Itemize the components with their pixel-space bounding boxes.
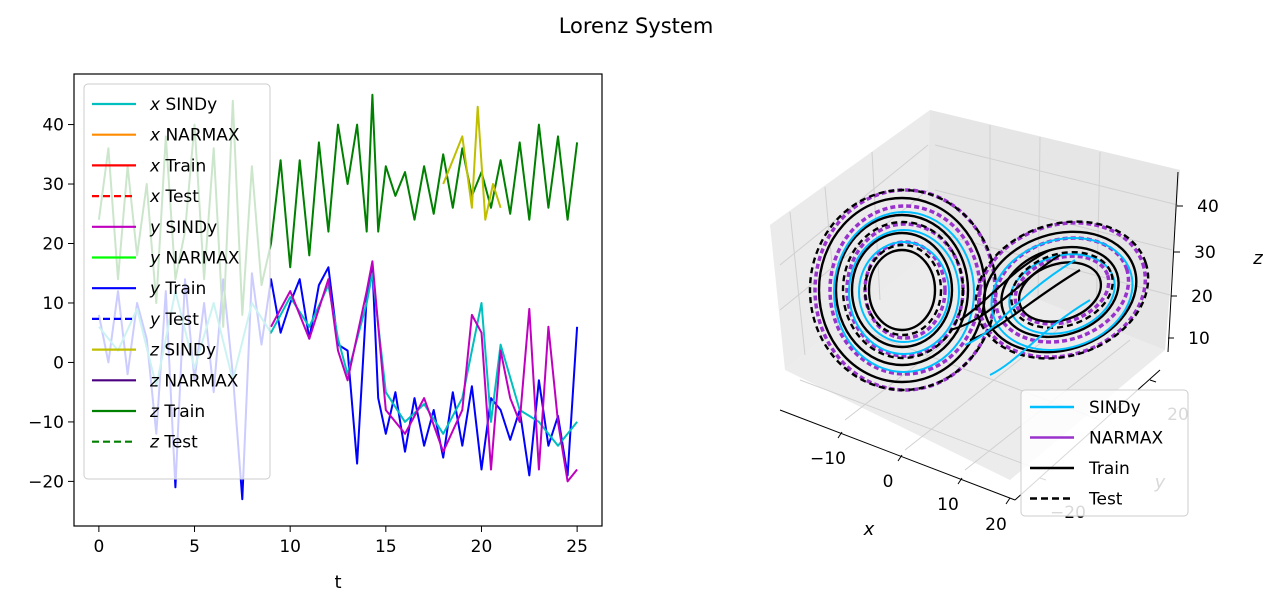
x3d-tick-label: −10: [810, 449, 846, 469]
x-axis-label-3d: x: [863, 519, 875, 540]
y-tick-label: −20: [28, 472, 64, 492]
legend-label: x Test: [149, 187, 199, 207]
attractor-trajectories: [808, 188, 1150, 392]
sindy-left-wing: [833, 211, 975, 373]
y3d-tick-mark: [1149, 379, 1157, 383]
y-tick-label: 10: [42, 294, 64, 314]
legend-label: y Test: [149, 310, 199, 330]
x3d-tick-mark: [1005, 497, 1011, 505]
legend-label-3d: Test: [1088, 490, 1123, 510]
y-tick-label: 40: [42, 116, 64, 136]
x-tick-label: 5: [189, 537, 200, 557]
x-tick-label: 0: [93, 537, 104, 557]
z3d-tick-label: 10: [1188, 329, 1210, 349]
z-axis-line: [1167, 171, 1179, 353]
x-tick-label: 10: [279, 537, 301, 557]
x3d-tick-mark: [957, 477, 963, 485]
z-axis-label-3d: z: [1252, 248, 1263, 269]
legend-label: z Test: [149, 433, 198, 453]
x-tick-label: 20: [471, 537, 493, 557]
sindy-crossing: [964, 259, 1076, 346]
z3d-tick-label: 30: [1194, 243, 1216, 263]
legend-label: y NARMAX: [149, 249, 240, 269]
legend-3d: SINDy NARMAX Train Test: [1020, 389, 1189, 517]
x3d-tick-mark: [837, 431, 843, 439]
x3d-tick-label: 0: [883, 472, 894, 492]
x-axis-line: [779, 409, 1016, 501]
series-line-4: [442, 105, 502, 221]
legend-label-3d: NARMAX: [1089, 429, 1163, 449]
legend-label: z NARMAX: [149, 371, 239, 391]
x3d-tick-label: 20: [985, 515, 1007, 535]
tick-group: 0 5 10 15 20 25 −20 −10 0 10 20 30 40: [28, 116, 588, 557]
x-tick-label: 15: [375, 537, 397, 557]
figure-title: Lorenz System: [559, 14, 714, 38]
x-tick-label: 25: [566, 537, 588, 557]
legend: x SINDy x NARMAX x Train x Test y SINDy y NAR…: [83, 83, 271, 480]
legend-label-3d: SINDy: [1089, 398, 1141, 418]
legend-box-3d: [1020, 389, 1189, 517]
y-tick-label: 30: [42, 175, 64, 195]
x3d-tick-mark: [897, 454, 903, 462]
y-tick-label: 20: [42, 235, 64, 255]
y-tick-label: 0: [53, 353, 64, 373]
legend-label: x SINDy: [149, 95, 217, 115]
plot-frame: [73, 73, 603, 527]
series-line-2: [270, 260, 578, 483]
legend-label: x Train: [149, 156, 206, 176]
legend-label: y SINDy: [149, 218, 217, 238]
time-series-chart: 0 5 10 15 20 25 −20 −10 0 10 20 30 40 t x SINDy x NAR…: [28, 73, 603, 593]
legend-label: z SINDy: [149, 341, 216, 361]
legend-label: x NARMAX: [149, 126, 240, 146]
x-axis-label: t: [334, 572, 341, 593]
sindy-tail: [989, 299, 1091, 376]
legend-label: y Train: [149, 279, 206, 299]
x3d-tick-label: 10: [937, 495, 959, 515]
z3d-tick-label: 20: [1191, 287, 1213, 307]
legend-label: z Train: [149, 402, 205, 422]
y-tick-label: −10: [28, 413, 64, 433]
z3d-tick-label: 40: [1197, 197, 1219, 217]
legend-label-3d: Train: [1088, 459, 1130, 479]
